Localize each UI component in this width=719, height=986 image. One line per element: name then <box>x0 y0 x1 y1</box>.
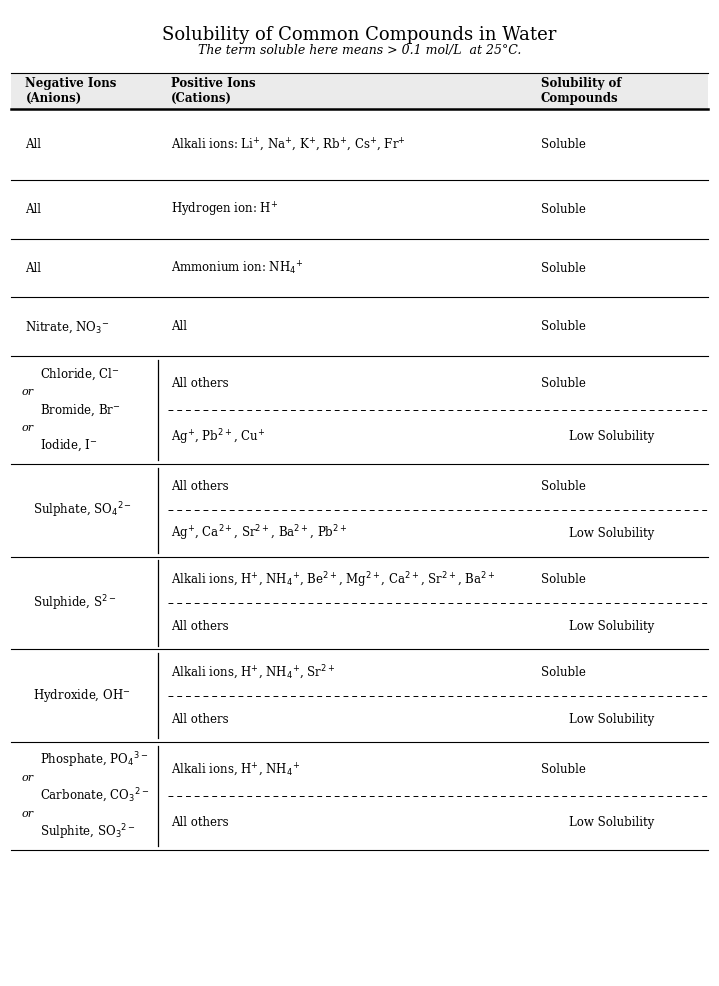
Text: Ag$^{+}$, Pb$^{2+}$, Cu$^{+}$: Ag$^{+}$, Pb$^{2+}$, Cu$^{+}$ <box>171 427 265 447</box>
Text: Solubility of Common Compounds in Water: Solubility of Common Compounds in Water <box>162 26 557 43</box>
Text: All others: All others <box>171 480 229 493</box>
Text: All others: All others <box>171 816 229 829</box>
Text: Low Solubility: Low Solubility <box>569 713 654 726</box>
Text: Sulphide, S$^{2-}$: Sulphide, S$^{2-}$ <box>32 594 116 612</box>
Text: Low Solubility: Low Solubility <box>569 527 654 539</box>
Text: Sulphite, SO$_{3}$$^{2-}$: Sulphite, SO$_{3}$$^{2-}$ <box>40 822 135 842</box>
Text: or: or <box>22 773 34 783</box>
Bar <box>12 73 707 108</box>
Text: Bromide, Br$^{-}$: Bromide, Br$^{-}$ <box>40 402 120 418</box>
Text: Sulphate, SO$_{4}$$^{2-}$: Sulphate, SO$_{4}$$^{2-}$ <box>32 500 132 520</box>
Text: Hydroxide, OH$^{-}$: Hydroxide, OH$^{-}$ <box>32 687 130 704</box>
Text: Carbonate, CO$_{3}$$^{2-}$: Carbonate, CO$_{3}$$^{2-}$ <box>40 787 149 806</box>
Text: All: All <box>25 261 42 275</box>
Text: Soluble: Soluble <box>541 377 585 389</box>
Text: Soluble: Soluble <box>541 763 585 776</box>
Text: Soluble: Soluble <box>541 203 585 216</box>
Text: Ag$^{+}$, Ca$^{2+}$, Sr$^{2+}$, Ba$^{2+}$, Pb$^{2+}$: Ag$^{+}$, Ca$^{2+}$, Sr$^{2+}$, Ba$^{2+}… <box>171 524 347 543</box>
Text: Positive Ions
(Cations): Positive Ions (Cations) <box>171 77 256 105</box>
Text: or: or <box>22 809 34 819</box>
Text: All: All <box>171 320 187 333</box>
Text: Alkali ions: Li$^{+}$, Na$^{+}$, K$^{+}$, Rb$^{+}$, Cs$^{+}$, Fr$^{+}$: Alkali ions: Li$^{+}$, Na$^{+}$, K$^{+}$… <box>171 136 406 153</box>
Text: All others: All others <box>171 713 229 726</box>
Text: All: All <box>25 138 42 151</box>
Text: Solubility of
Compounds: Solubility of Compounds <box>541 77 621 105</box>
Text: Low Solubility: Low Solubility <box>569 816 654 829</box>
Text: Hydrogen ion: H$^{+}$: Hydrogen ion: H$^{+}$ <box>171 200 278 219</box>
Text: Soluble: Soluble <box>541 138 585 151</box>
Text: All: All <box>25 203 42 216</box>
Text: Negative Ions
(Anions): Negative Ions (Anions) <box>25 77 117 105</box>
Text: Alkali ions, H$^{+}$, NH$_{4}$$^{+}$, Sr$^{2+}$: Alkali ions, H$^{+}$, NH$_{4}$$^{+}$, Sr… <box>171 664 336 681</box>
Text: Alkali ions, H$^{+}$, NH$_{4}$$^{+}$, Be$^{2+}$, Mg$^{2+}$, Ca$^{2+}$, Sr$^{2+}$: Alkali ions, H$^{+}$, NH$_{4}$$^{+}$, Be… <box>171 570 495 590</box>
Text: Phosphate, PO$_{4}$$^{3-}$: Phosphate, PO$_{4}$$^{3-}$ <box>40 750 148 770</box>
Text: All others: All others <box>171 620 229 633</box>
Text: Ammonium ion: NH$_{4}$$^{+}$: Ammonium ion: NH$_{4}$$^{+}$ <box>171 259 303 277</box>
Text: Nitrate, NO$_{3}$$^{-}$: Nitrate, NO$_{3}$$^{-}$ <box>25 319 110 334</box>
Text: or: or <box>22 423 34 433</box>
Text: All others: All others <box>171 377 229 389</box>
Text: Soluble: Soluble <box>541 573 585 587</box>
Text: Chloride, Cl$^{-}$: Chloride, Cl$^{-}$ <box>40 367 119 382</box>
Text: The term soluble here means > 0.1 mol/L  at 25°C.: The term soluble here means > 0.1 mol/L … <box>198 44 521 57</box>
Text: Low Solubility: Low Solubility <box>569 620 654 633</box>
Text: Soluble: Soluble <box>541 480 585 493</box>
Text: Soluble: Soluble <box>541 261 585 275</box>
Text: Iodide, I$^{-}$: Iodide, I$^{-}$ <box>40 438 98 454</box>
Text: Low Solubility: Low Solubility <box>569 430 654 444</box>
Text: Alkali ions, H$^{+}$, NH$_{4}$$^{+}$: Alkali ions, H$^{+}$, NH$_{4}$$^{+}$ <box>171 761 301 778</box>
Text: Soluble: Soluble <box>541 667 585 679</box>
Text: Soluble: Soluble <box>541 320 585 333</box>
Text: or: or <box>22 387 34 397</box>
